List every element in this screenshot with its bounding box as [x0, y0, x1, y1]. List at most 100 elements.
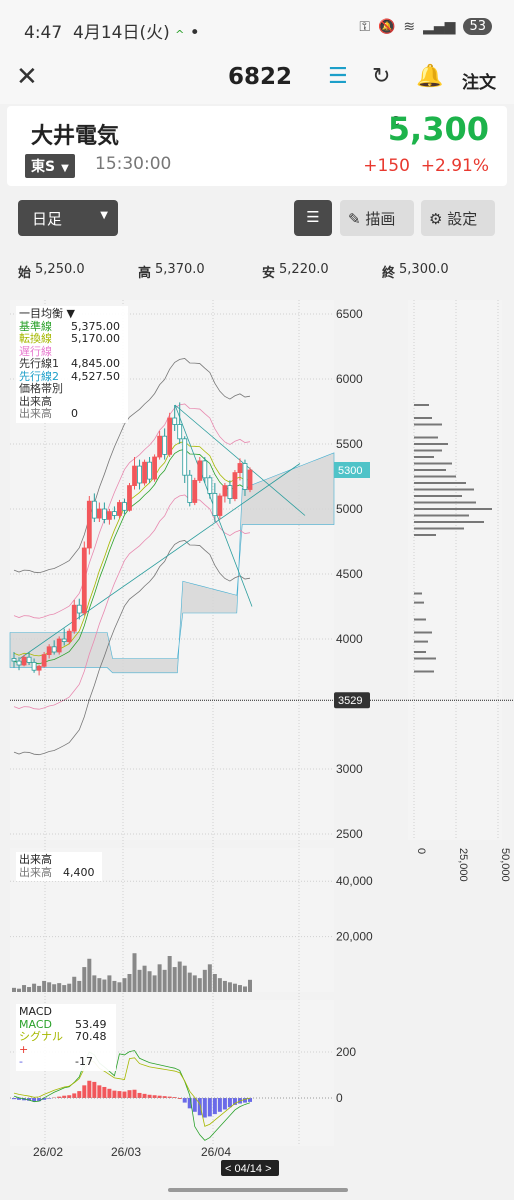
legend-label: + [19, 1042, 29, 1056]
ichimoku-legend: 一目均衡 ▼ 基準線 5,375.00 転換線 5,170.00 遅行線 先行線1 4,84… [16, 306, 128, 423]
macd-histogram-bar [112, 1090, 117, 1098]
trend-line [19, 463, 301, 659]
price-chart[interactable]: 6500 6000 5500 5000 4500 4000 3000 2500 5300 3529… [0, 286, 514, 1176]
volume-profile-bar [414, 527, 464, 530]
legend-label: 先行線1 [19, 357, 59, 370]
candle-body [61, 638, 67, 642]
volume-bar [37, 985, 42, 992]
volume-bar [127, 974, 132, 992]
macd-legend: MACD MACD 53.49 シグナル 70.48 + - -17 [16, 1004, 116, 1071]
candle-body [222, 485, 228, 497]
legend-value: 53.49 [75, 1017, 107, 1031]
candle-body [162, 435, 168, 455]
crosshair-tag [334, 692, 370, 709]
close-icon[interactable]: ✕ [16, 62, 38, 92]
kijun-line [13, 449, 251, 665]
volume-bar [132, 953, 137, 992]
legend-row: - -17 [19, 1055, 113, 1069]
volume-bar [27, 987, 32, 992]
macd-histogram-bar [97, 1085, 102, 1098]
volume-bar [212, 974, 217, 992]
volume-bar [122, 978, 127, 992]
volume-bar [117, 982, 122, 992]
chart-area[interactable]: 6500 6000 5500 5000 4500 4000 3000 2500 5300 3529… [0, 286, 514, 1176]
volume-axis-label: 40,000 [336, 874, 373, 888]
caret-down-icon: ▼ [100, 210, 108, 221]
volume-bar [197, 978, 202, 992]
bars-icon: ☰ [306, 208, 320, 226]
volume-bar [102, 979, 107, 992]
legend-value: 4,400 [63, 865, 95, 879]
volume-bar [202, 969, 207, 992]
candle-body [91, 500, 97, 519]
gear-icon: ⚙ [429, 210, 443, 228]
current-price-tag [334, 462, 370, 478]
volume-profile-bar [414, 417, 432, 419]
top-bar: ✕ 6822 ☰ ↻ 🔔 注文 [0, 56, 514, 104]
volume-bar [57, 983, 62, 992]
candle-body [202, 460, 208, 479]
volume-profile-bar [414, 640, 428, 643]
volume-bar [72, 976, 77, 992]
volume-profile-bar [414, 618, 426, 621]
refresh-icon[interactable]: ↻ [372, 64, 391, 89]
volume-bar [157, 964, 162, 992]
volume-bar [227, 982, 232, 992]
draw-button[interactable]: ✎ 描画 [340, 200, 414, 236]
candle-body [192, 479, 198, 503]
candle-body [207, 477, 213, 494]
volume-profile-bar [414, 475, 456, 478]
status-bar: 4:47 4月14日(火) ^ • ⚿ 🔕 ≋ ▂▄▆ 53 [0, 0, 514, 56]
macd-histogram-bar [232, 1098, 237, 1105]
candle-body [177, 424, 183, 440]
legend-row: 基準線 5,375.00 [19, 320, 125, 334]
macd-histogram-bar [102, 1086, 107, 1098]
crosshair-tag-label: 3529 [338, 695, 362, 707]
volume-profile-bar [414, 508, 492, 510]
sigma-lower-line [13, 494, 251, 710]
macd-histogram-bar [157, 1095, 162, 1098]
low-value: 安 5,220.0 [262, 262, 329, 281]
candle-body [46, 646, 52, 655]
volume-profile-bar [414, 495, 462, 497]
macd-histogram-bar [207, 1098, 212, 1117]
bollinger-upper-line [13, 358, 251, 574]
x-axis-label: 26/03 [111, 1145, 141, 1159]
candle-body [16, 660, 22, 666]
legend-value: 4,527.50 [71, 369, 120, 383]
signal-icon: ▂▄▆ [423, 18, 456, 35]
bell-icon[interactable]: 🔔 [416, 64, 444, 89]
current-price: 5,300 [387, 110, 489, 148]
timeframe-select[interactable]: 日足 ▼ [18, 200, 118, 236]
volume-bar [67, 983, 72, 992]
price-axis-label: 5500 [336, 437, 363, 451]
order-button[interactable]: 注文 [462, 73, 496, 93]
legend-row: 転換線 5,170.00 [19, 332, 125, 346]
volume-bar [172, 967, 177, 992]
macd-histogram-bar [162, 1096, 167, 1098]
home-indicator[interactable] [168, 1188, 348, 1192]
settings-button[interactable]: ⚙ 設定 [421, 200, 495, 236]
indicator-button[interactable]: ☰ [294, 200, 332, 236]
memo-icon[interactable]: ☰ [328, 64, 348, 89]
exchange-select[interactable]: 東S ▼ [25, 154, 75, 178]
volume-profile-bar [414, 488, 474, 491]
price-axis-label: 4000 [336, 632, 363, 646]
candle-body [197, 460, 203, 481]
legend-value: 0 [71, 407, 78, 420]
candle-body [152, 456, 157, 480]
key-icon: ⚿ [359, 18, 370, 35]
macd-histogram-bar [152, 1095, 157, 1098]
candle-body [41, 654, 47, 667]
candle-body [187, 474, 193, 503]
x-axis-label: 26/02 [33, 1145, 63, 1159]
candle-body [107, 511, 112, 520]
candle-body [86, 500, 92, 549]
candle-body [142, 461, 147, 484]
macd-histogram-bar [212, 1098, 217, 1115]
volume-bar [107, 975, 112, 992]
volume-bar [167, 956, 172, 992]
macd-histogram-bar [62, 1095, 67, 1098]
volume-profile-bar [414, 436, 438, 439]
volume-bar [52, 984, 57, 992]
